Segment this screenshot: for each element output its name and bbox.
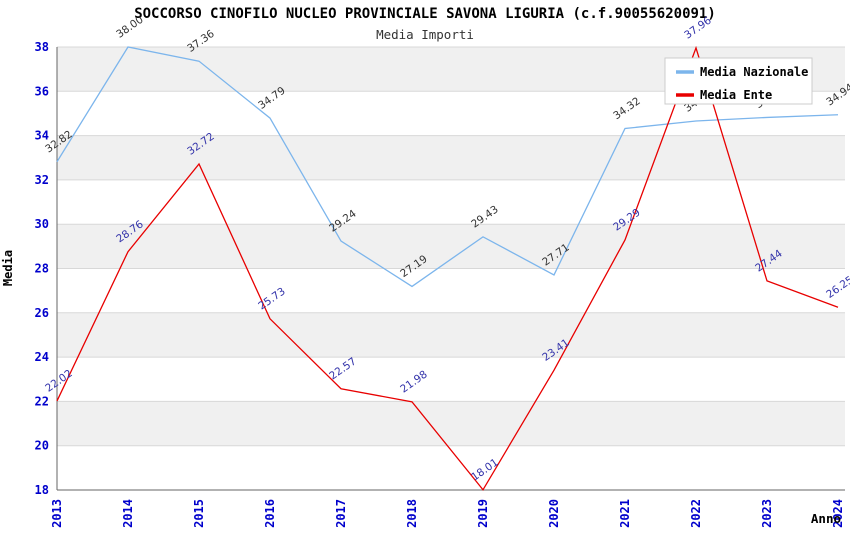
plot-band (57, 135, 845, 180)
y-axis-title: Media (1, 250, 15, 286)
y-tick-label: 34 (35, 129, 49, 143)
chart-title: SOCCORSO CINOFILO NUCLEO PROVINCIALE SAV… (134, 6, 716, 22)
x-tick-label-2024: 2024 (831, 499, 845, 528)
legend-item-label: Media Ente (700, 88, 772, 102)
x-tick-label-2016: 2016 (263, 499, 277, 528)
x-tick-label-2020: 2020 (547, 499, 561, 528)
plot-band (57, 357, 845, 402)
plot-band (57, 312, 845, 358)
plot-band (57, 268, 845, 313)
plot-band (57, 224, 845, 269)
x-tick-label-2017: 2017 (334, 499, 348, 528)
y-tick-label: 24 (35, 350, 49, 364)
y-tick-label: 26 (35, 306, 49, 320)
plot-band (57, 445, 845, 490)
value-label-media-nazionale: 38.00 (114, 14, 146, 41)
y-tick-label: 28 (35, 262, 49, 276)
plot-band (57, 401, 845, 446)
y-tick-label: 22 (35, 394, 49, 408)
value-label-media-ente: 37.96 (682, 14, 714, 41)
x-tick-label-2021: 2021 (618, 499, 632, 528)
plot-band (57, 179, 845, 225)
x-tick-label-2022: 2022 (689, 499, 703, 528)
x-tick-label-2013: 2013 (50, 499, 64, 528)
chart-subtitle: Media Importi (376, 27, 474, 42)
x-tick-label-2015: 2015 (192, 499, 206, 528)
x-tick-label-2023: 2023 (760, 499, 774, 528)
y-tick-label: 30 (35, 217, 49, 231)
series-line-media-nazionale (56, 46, 839, 288)
x-axis-title: Anno (811, 511, 841, 526)
x-tick-label-2018: 2018 (405, 499, 419, 528)
y-tick-label: 32 (35, 173, 49, 187)
y-tick-label: 38 (35, 40, 49, 54)
y-tick-label: 36 (35, 84, 49, 98)
x-tick-label-2019: 2019 (476, 499, 490, 528)
y-tick-label: 20 (35, 439, 49, 453)
legend-item-label: Media Nazionale (700, 65, 808, 79)
y-tick-label: 18 (35, 483, 49, 497)
x-tick-label-2014: 2014 (121, 499, 135, 528)
legend: Media Nazionale Media Ente (664, 57, 813, 105)
